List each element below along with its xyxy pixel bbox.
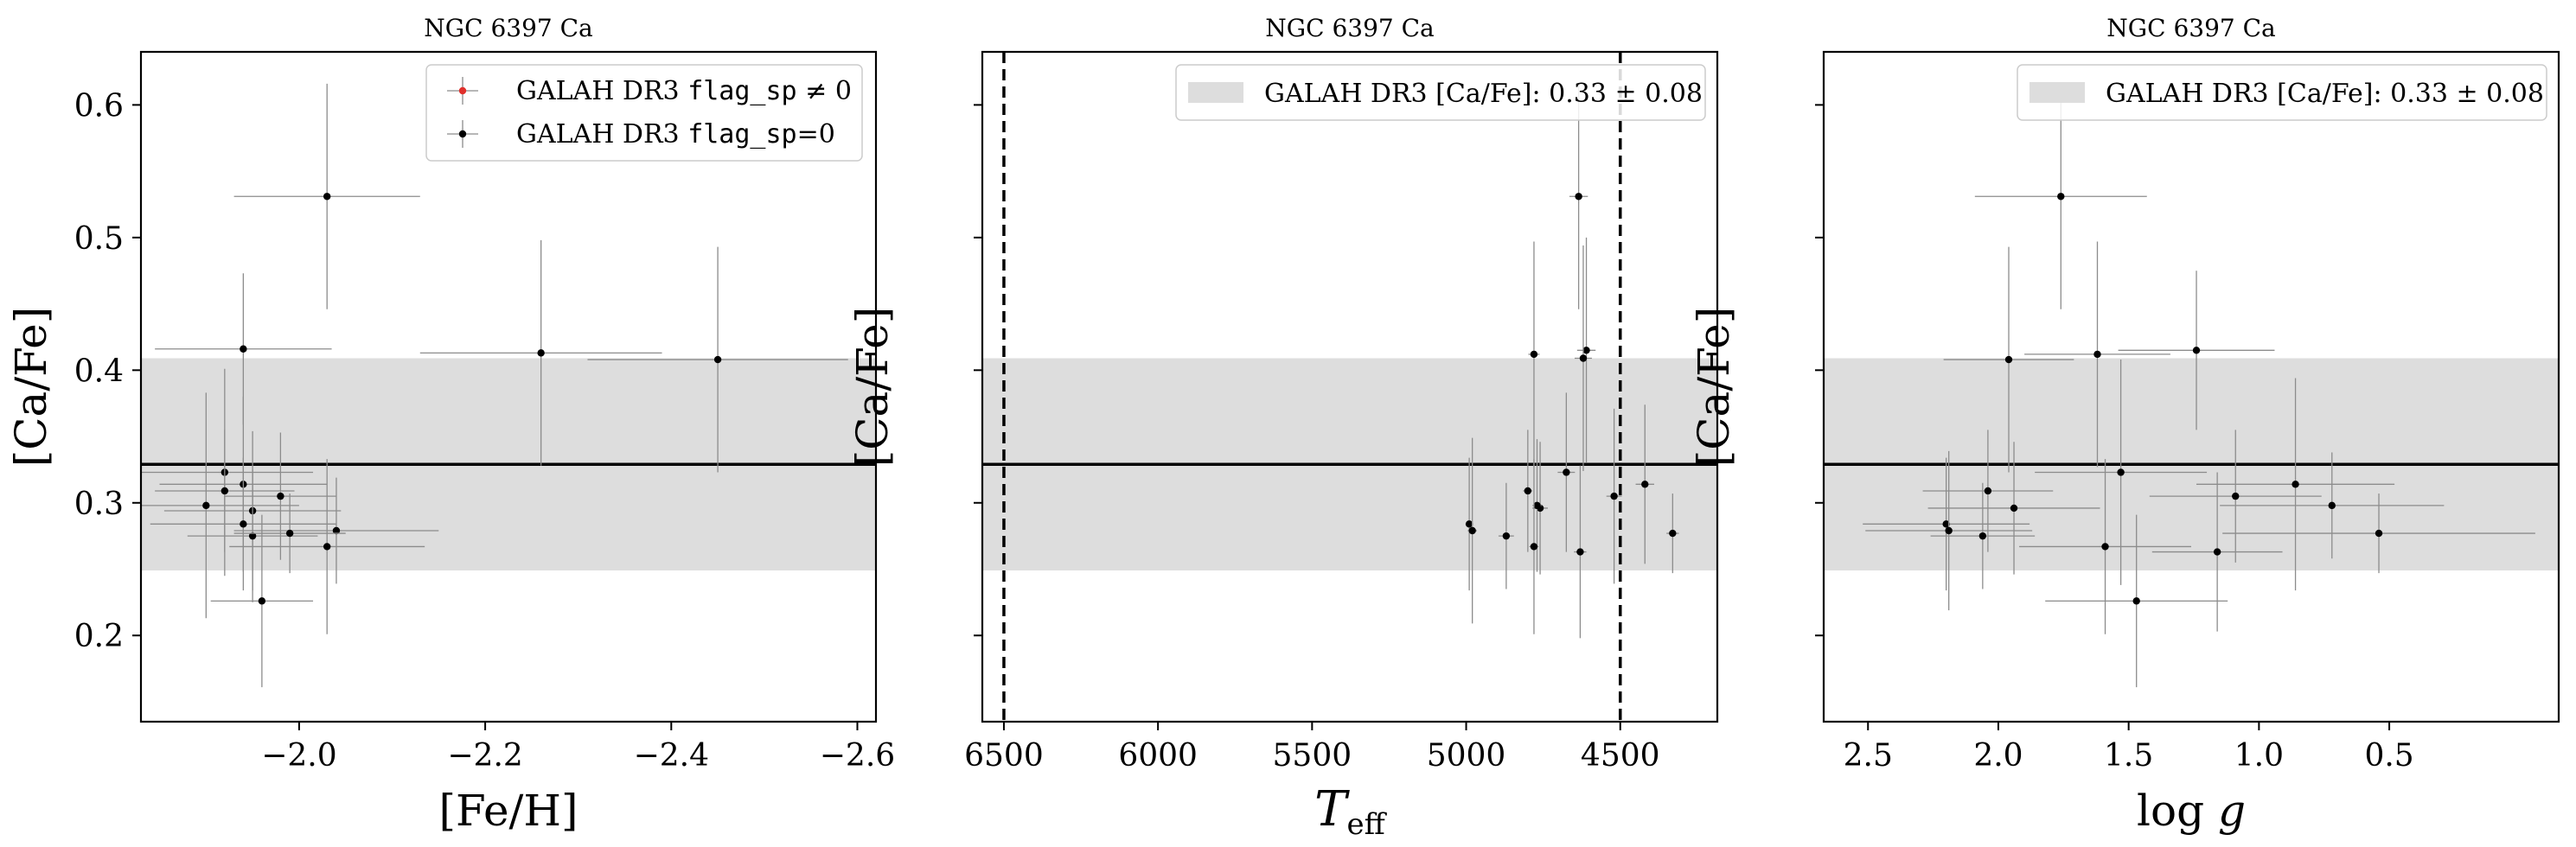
data-point bbox=[2192, 347, 2201, 354]
data-point bbox=[537, 349, 545, 357]
data-point bbox=[2132, 597, 2140, 605]
x-tick-label: 1.5 bbox=[2104, 738, 2153, 774]
data-point bbox=[1582, 347, 1590, 354]
x-tick-label: 6000 bbox=[1118, 738, 1198, 774]
x-axis-label: Teff bbox=[1314, 781, 1387, 842]
data-point bbox=[2093, 350, 2101, 359]
data-point bbox=[277, 492, 284, 500]
data-point bbox=[2375, 529, 2383, 538]
data-point bbox=[1984, 487, 1992, 495]
plot-area bbox=[141, 83, 876, 688]
y-axis-label: [Ca/Fe] bbox=[1689, 307, 1739, 467]
legend-flagged-marker bbox=[458, 86, 467, 95]
data-point bbox=[2328, 501, 2336, 510]
y-tick-label: 0.3 bbox=[74, 487, 124, 522]
y-tick-label: 0.6 bbox=[74, 88, 124, 124]
legend-band-swatch bbox=[2029, 82, 2085, 103]
data-point bbox=[240, 520, 247, 528]
plot-area bbox=[1824, 83, 2559, 688]
legend-box bbox=[1175, 64, 1706, 121]
y-axis-label: [Ca/Fe] bbox=[6, 307, 56, 467]
x-axis-label: log g bbox=[2137, 786, 2246, 836]
data-point bbox=[1575, 193, 1582, 201]
data-point bbox=[2232, 492, 2240, 500]
data-point bbox=[713, 355, 722, 364]
x-tick-label: 4500 bbox=[1581, 738, 1660, 774]
axes-frame bbox=[1822, 50, 2560, 723]
legend-box bbox=[425, 64, 863, 162]
data-point bbox=[1530, 543, 1538, 551]
data-point bbox=[1641, 481, 1649, 488]
legend-good-label: GALAH DR3 flag_sp=0 bbox=[516, 119, 835, 150]
data-point bbox=[2213, 548, 2221, 556]
data-point bbox=[1945, 526, 1953, 535]
legend-flagged-label: GALAH DR3 flag_sp ≠ 0 bbox=[516, 76, 852, 106]
data-point bbox=[2117, 468, 2125, 476]
x-axis-label: [Fe/H] bbox=[438, 786, 578, 836]
data-point bbox=[202, 501, 210, 510]
data-point bbox=[1576, 548, 1584, 556]
plot-area bbox=[982, 52, 1717, 722]
x-tick-label: 5500 bbox=[1273, 738, 1352, 774]
data-point bbox=[1610, 492, 1618, 500]
data-point bbox=[248, 532, 257, 540]
data-point bbox=[1533, 501, 1541, 510]
panel-logg: 2.5 2.0 1.5 1.0 0.5 NGC 6397 Ca log g [Ca/Fe] GA… bbox=[1689, 14, 2560, 836]
y-tick-label: 0.4 bbox=[74, 353, 124, 389]
data-point bbox=[323, 543, 331, 551]
panel-title: NGC 6397 Ca bbox=[424, 14, 592, 42]
y-axis-label: [Ca/Fe] bbox=[847, 307, 898, 467]
data-point bbox=[1502, 532, 1511, 540]
data-point bbox=[2292, 481, 2299, 488]
data-point bbox=[2004, 355, 2013, 364]
x-tick-label: −2.4 bbox=[634, 738, 709, 774]
legend-box bbox=[2017, 64, 2547, 121]
data-point bbox=[1465, 520, 1473, 528]
data-point bbox=[240, 345, 247, 353]
legend-good-marker bbox=[458, 130, 467, 138]
data-point bbox=[1524, 487, 1532, 495]
legend-band-label: GALAH DR3 [Ca/Fe]: 0.33 ± 0.08 bbox=[2106, 79, 2544, 109]
data-point bbox=[2057, 193, 2065, 201]
panel-title: NGC 6397 Ca bbox=[1265, 14, 1434, 42]
data-point bbox=[1942, 520, 1950, 528]
x-tick-label: 1.0 bbox=[2234, 738, 2284, 774]
data-point bbox=[1978, 532, 1987, 540]
panel-teff: 6500 6000 5500 5000 4500 NGC 6397 Ca Teff [Ca/F… bbox=[847, 14, 1719, 842]
data-point bbox=[285, 529, 294, 538]
panel-feh: −2.0 −2.2 −2.4 −2.6 0.2 0.3 0.4 0.5 0.6 NGC 6397 … bbox=[6, 14, 895, 836]
data-point bbox=[1669, 529, 1677, 538]
x-tick-label: −2.0 bbox=[261, 738, 336, 774]
x-tick-label: 2.0 bbox=[1973, 738, 2023, 774]
data-point bbox=[323, 193, 331, 201]
x-tick-label: 2.5 bbox=[1844, 738, 1893, 774]
x-tick-label: −2.6 bbox=[820, 738, 895, 774]
data-point bbox=[1579, 354, 1588, 362]
axes-frame bbox=[981, 50, 1719, 723]
data-point bbox=[1563, 468, 1570, 476]
x-tick-label: 5000 bbox=[1427, 738, 1506, 774]
legend-band-label: GALAH DR3 [Ca/Fe]: 0.33 ± 0.08 bbox=[1264, 79, 1703, 109]
data-point bbox=[2010, 504, 2018, 513]
panel-title: NGC 6397 Ca bbox=[2106, 14, 2275, 42]
data-point bbox=[332, 526, 341, 535]
x-tick-label: 6500 bbox=[964, 738, 1044, 774]
legend-band-swatch bbox=[1188, 82, 1243, 103]
y-tick-label: 0.5 bbox=[74, 221, 124, 257]
data-point bbox=[258, 597, 266, 605]
data-point bbox=[1468, 526, 1476, 535]
x-tick-label: −2.2 bbox=[447, 738, 522, 774]
axes-frame bbox=[139, 50, 878, 723]
x-tick-label: 0.5 bbox=[2364, 738, 2413, 774]
y-tick-label: 0.2 bbox=[74, 619, 124, 654]
data-point bbox=[2101, 543, 2109, 551]
data-point bbox=[221, 487, 229, 495]
data-point bbox=[1530, 350, 1538, 359]
